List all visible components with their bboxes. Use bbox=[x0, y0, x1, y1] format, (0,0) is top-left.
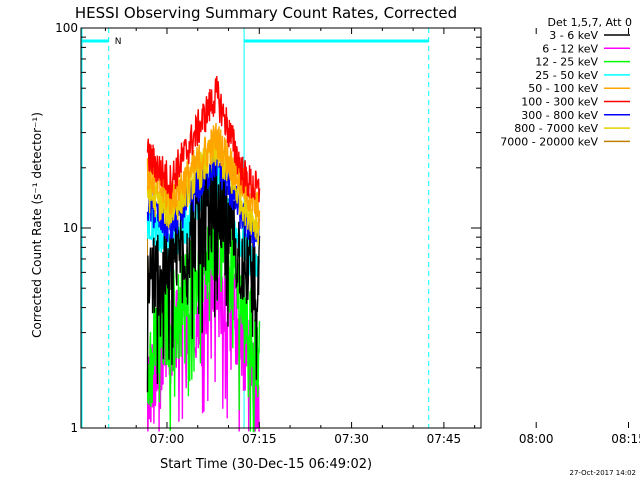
series-layer bbox=[146, 75, 261, 433]
x-tick-label: 08:00 bbox=[519, 432, 554, 446]
y-tick-label: 1 bbox=[70, 421, 78, 435]
x-tick-label: 07:15 bbox=[242, 432, 277, 446]
legend-label: 6 - 12 keV bbox=[542, 42, 598, 55]
legend-header: Det 1,5,7, Att 0 bbox=[548, 16, 632, 29]
plot-frame bbox=[80, 27, 482, 429]
footer-date: 27-Oct-2017 14:02 bbox=[570, 469, 636, 477]
legend-label: 3 - 6 keV bbox=[549, 29, 598, 42]
legend-label: 50 - 100 keV bbox=[528, 82, 598, 95]
x-tick-label: 07:45 bbox=[427, 432, 462, 446]
x-tick-label: 08:15 bbox=[611, 432, 640, 446]
x-axis-label: Start Time (30-Dec-15 06:49:02) bbox=[160, 457, 372, 472]
legend-label: 25 - 50 keV bbox=[535, 69, 598, 82]
y-tick-label: 100 bbox=[55, 21, 78, 35]
legend-label: 12 - 25 keV bbox=[535, 56, 598, 69]
legend-label: 100 - 300 keV bbox=[521, 96, 598, 109]
legend-label: 800 - 7000 keV bbox=[514, 122, 598, 135]
x-tick-label: 07:00 bbox=[150, 432, 185, 446]
axes-layer: 07:00 07:15 07:30 07:45 08:00 08:15 1 10 100 bbox=[55, 21, 640, 446]
legend-label: 7000 - 20000 keV bbox=[500, 135, 598, 148]
y-axis-label: Corrected Count Rate (s⁻¹ detector⁻¹) bbox=[30, 112, 44, 338]
mode-label: N bbox=[115, 37, 122, 47]
x-tick-label: 07:30 bbox=[334, 432, 369, 446]
legend-label: 300 - 800 keV bbox=[521, 109, 598, 122]
y-tick-label: 10 bbox=[63, 221, 78, 235]
chart-title: HESSI Observing Summary Count Rates, Cor… bbox=[75, 4, 457, 22]
series-line bbox=[146, 75, 261, 203]
series-line bbox=[146, 122, 261, 229]
